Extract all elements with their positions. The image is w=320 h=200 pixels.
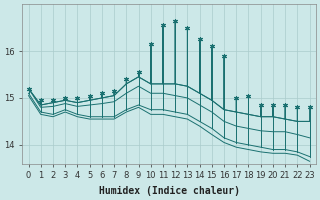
X-axis label: Humidex (Indice chaleur): Humidex (Indice chaleur) bbox=[99, 186, 240, 196]
